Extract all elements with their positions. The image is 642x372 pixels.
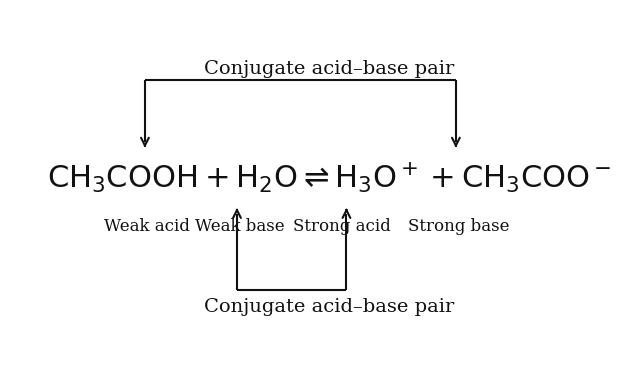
Text: $\mathrm{CH_3COOH + H_2O \rightleftharpoons H_3O^+ + CH_3COO^-}$: $\mathrm{CH_3COOH + H_2O \rightleftharpo… — [47, 161, 611, 195]
Text: Strong base: Strong base — [408, 218, 509, 235]
Text: Conjugate acid–base pair: Conjugate acid–base pair — [204, 298, 454, 316]
Text: Conjugate acid–base pair: Conjugate acid–base pair — [204, 60, 454, 78]
Text: Weak base: Weak base — [195, 218, 284, 235]
Text: Strong acid: Strong acid — [293, 218, 390, 235]
Text: Weak acid: Weak acid — [105, 218, 191, 235]
